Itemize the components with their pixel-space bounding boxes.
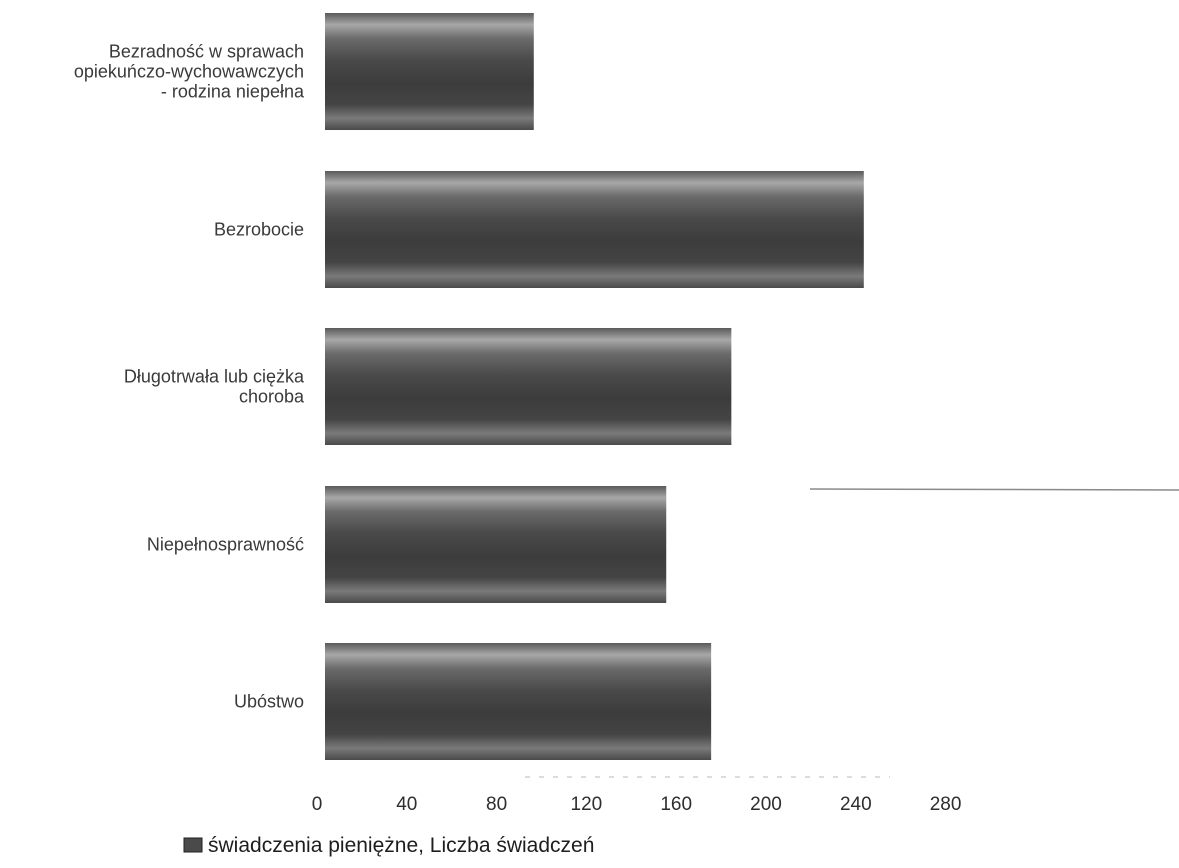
bar: [325, 13, 534, 130]
x-tick-label: 240: [840, 794, 872, 815]
x-tick-label: 120: [571, 794, 603, 815]
scan-artifact-line: [809, 488, 1179, 491]
legend: świadczenia pieniężne, Liczba świadczeń: [183, 834, 594, 857]
bar: [325, 328, 732, 445]
x-tick-label: 40: [396, 794, 417, 815]
bars-layer: [325, 13, 1179, 778]
legend-label: świadczenia pieniężne, Liczba świadczeń: [208, 834, 594, 857]
category-labels: Bezradność w sprawach opiekuńczo-wychowaw…: [74, 42, 305, 712]
category-label: Niepełnosprawność: [147, 535, 304, 555]
legend-swatch-icon: [183, 837, 203, 853]
x-axis-tick-labels: 0 40 80 120 160 200 240 280: [312, 794, 962, 815]
x-tick-label: 200: [750, 794, 782, 815]
bar: [325, 486, 667, 603]
x-tick-label: 160: [660, 794, 692, 815]
x-tick-label: 280: [930, 794, 962, 815]
category-label: Ubóstwo: [234, 692, 304, 712]
category-label: Długotrwała lub ciężka choroba: [124, 367, 305, 407]
category-label: Bezrobocie: [214, 220, 304, 240]
x-tick-label: 0: [312, 794, 323, 815]
category-label: Bezradność w sprawach opiekuńczo-wychowaw…: [74, 42, 305, 102]
x-tick-label: 80: [486, 794, 507, 815]
bar: [325, 171, 864, 288]
bar: [325, 643, 712, 760]
